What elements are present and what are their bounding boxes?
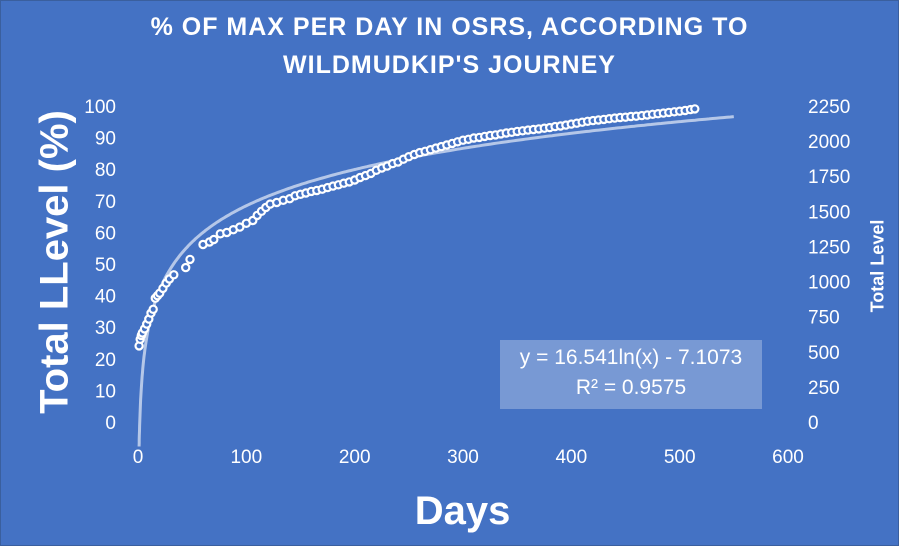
y-tick-label: 40 (95, 287, 116, 308)
x-tick-label: 0 (133, 447, 144, 468)
y-tick-label: 100 (84, 97, 116, 118)
y-axis-left-ticks: 0 10 20 30 40 50 60 70 80 90 100 (84, 97, 116, 434)
data-points (136, 105, 699, 349)
y-axis-left-label: Total LLevel (%) (33, 110, 78, 414)
x-tick-label: 300 (447, 447, 479, 468)
data-point (210, 236, 217, 243)
y-right-tick-label: 750 (808, 308, 840, 329)
y-tick-label: 60 (95, 223, 116, 244)
y-right-tick-label: 1000 (808, 273, 850, 294)
trendline-equation-box: y = 16.541ln(x) - 7.1073 R² = 0.9575 (500, 340, 762, 409)
data-point (170, 271, 177, 278)
x-tick-label: 500 (664, 447, 696, 468)
x-axis-label: Days (0, 488, 899, 534)
y-tick-label: 90 (95, 129, 116, 150)
x-tick-label: 100 (230, 447, 262, 468)
y-axis-right-ticks: 0 250 500 750 1000 1250 1500 1750 2000 2250 (808, 97, 850, 434)
x-tick-label: 600 (772, 447, 804, 468)
data-point (150, 306, 157, 313)
x-axis-ticks: 0 100 200 300 400 500 600 (133, 447, 804, 468)
y-right-tick-label: 500 (808, 343, 840, 364)
y-right-tick-label: 0 (808, 413, 819, 434)
y-tick-label: 80 (95, 160, 116, 181)
y-right-tick-label: 1500 (808, 202, 850, 223)
data-point (691, 105, 698, 112)
y-tick-label: 10 (95, 381, 116, 402)
y-tick-label: 50 (95, 255, 116, 276)
y-right-tick-label: 1250 (808, 237, 850, 258)
trendline-equation: y = 16.541ln(x) - 7.1073 (500, 343, 762, 373)
data-point (186, 256, 193, 263)
y-right-tick-label: 2250 (808, 97, 850, 118)
y-tick-label: 70 (95, 192, 116, 213)
trendline-r-squared: R² = 0.9575 (500, 373, 762, 403)
data-point (182, 264, 189, 271)
y-right-tick-label: 250 (808, 378, 840, 399)
x-tick-label: 400 (555, 447, 587, 468)
x-tick-label: 200 (339, 447, 371, 468)
y-right-tick-label: 1750 (808, 167, 850, 188)
y-axis-right-label: Total Level (868, 220, 889, 313)
y-tick-label: 20 (95, 350, 116, 371)
y-tick-label: 30 (95, 318, 116, 339)
y-tick-label: 0 (105, 413, 116, 434)
y-right-tick-label: 2000 (808, 132, 850, 153)
